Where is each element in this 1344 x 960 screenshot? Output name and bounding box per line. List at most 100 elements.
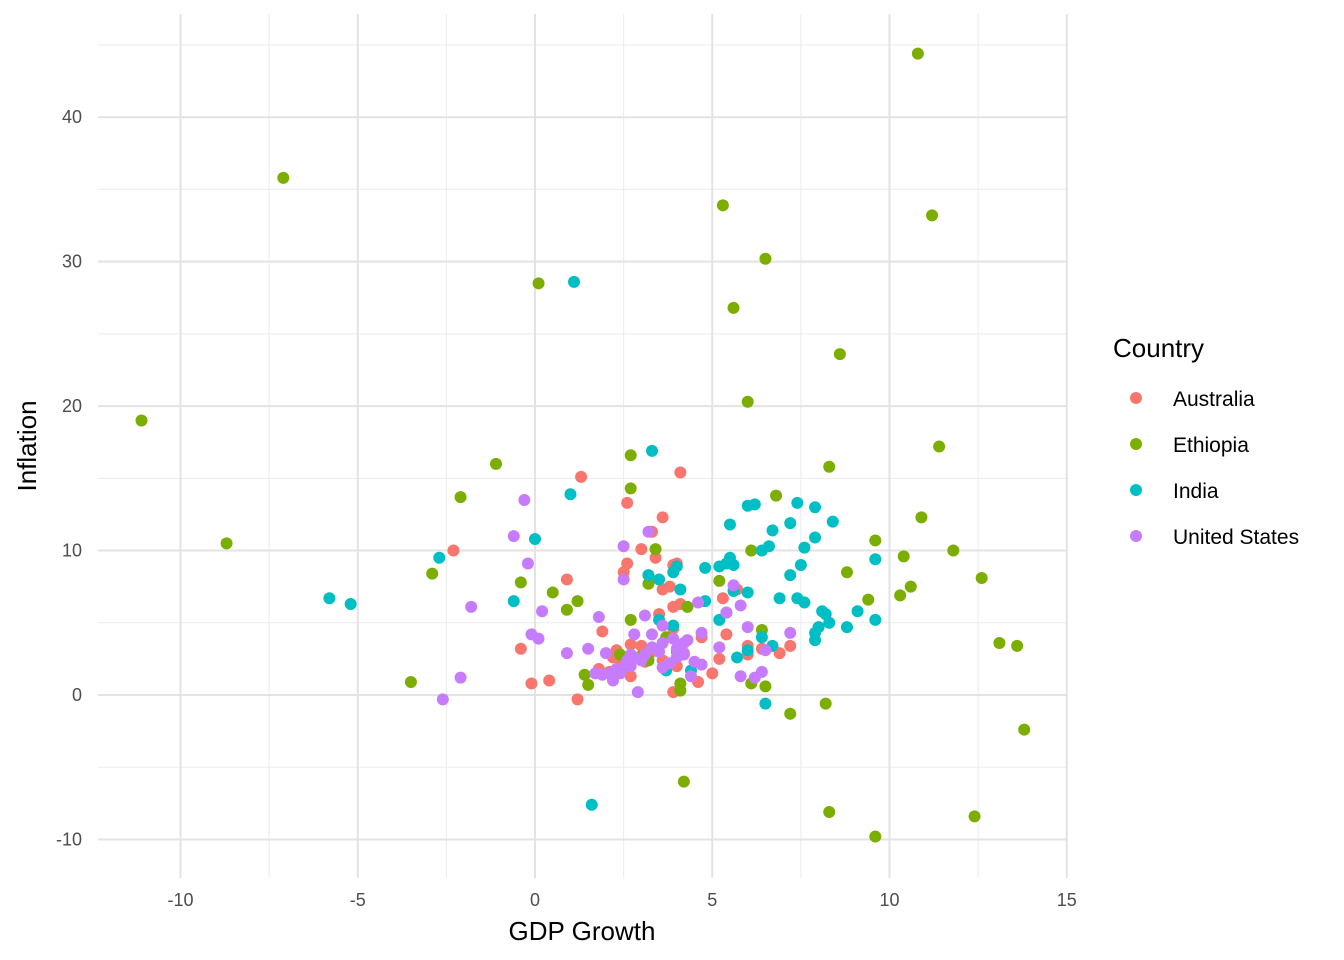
point-australia [596,625,609,638]
point-ethiopia [770,489,783,502]
point-ethiopia [745,544,758,557]
point-ethiopia [490,457,503,470]
major-gridlines [98,14,1068,878]
point-united-states [582,642,595,655]
point-india [727,558,740,571]
point-united-states [631,686,644,699]
point-united-states [645,628,658,641]
point-united-states [681,634,694,647]
point-india [851,605,864,618]
point-india [766,524,779,537]
point-australia [716,592,729,605]
point-ethiopia [624,449,637,462]
x-tick-label: 0 [530,890,540,910]
point-ethiopia [681,600,694,613]
point-australia [624,638,637,651]
point-united-states [720,606,733,619]
point-india [809,626,822,639]
point-india [755,631,768,644]
point-ethiopia [135,414,148,427]
point-india [667,619,680,632]
point-australia [571,693,584,706]
point-united-states [727,579,740,592]
point-india [784,517,797,530]
point-ethiopia [840,566,853,579]
point-ethiopia [514,576,527,589]
point-ethiopia [649,543,662,556]
y-tick-label: -10 [56,829,82,849]
point-india [699,561,712,574]
y-tick-label: 20 [62,396,82,416]
point-australia [674,466,687,479]
point-india [642,569,655,582]
point-united-states [638,609,651,622]
point-united-states [759,644,772,657]
point-ethiopia [741,395,754,408]
point-united-states [454,671,467,684]
point-ethiopia [869,534,882,547]
point-india [748,498,761,511]
point-australia [720,628,733,641]
point-united-states [617,573,630,586]
legend-key-united-states [1130,530,1142,542]
legend-items: Australia Ethiopia India United States [1130,388,1299,549]
point-australia [447,544,460,557]
x-tick-label: 5 [707,890,717,910]
point-united-states [628,651,641,664]
point-ethiopia [823,460,836,473]
point-india [798,596,811,609]
point-united-states [741,621,754,634]
point-india [674,583,687,596]
point-united-states [695,658,708,671]
point-ethiopia [904,580,917,593]
point-australia [706,667,719,680]
point-india [670,560,683,573]
point-australia [635,543,648,556]
point-united-states [695,626,708,639]
point-india [823,616,836,629]
point-india [529,532,541,545]
point-india [773,592,786,605]
point-united-states [532,632,545,645]
point-ethiopia [454,491,467,504]
point-india [723,518,736,531]
point-ethiopia [993,636,1006,649]
y-axis-ticks: -10 0 10 20 30 40 [56,107,82,849]
point-ethiopia [1011,639,1024,652]
point-ethiopia [759,680,772,693]
point-ethiopia [220,537,233,550]
point-ethiopia [642,577,655,590]
point-india [791,496,804,509]
point-ethiopia [911,47,924,60]
legend-label-united-states: United States [1173,526,1299,549]
point-ethiopia [713,574,726,587]
point-ethiopia [759,252,772,265]
point-australia [575,470,588,483]
point-united-states [592,610,605,623]
point-united-states [628,628,641,641]
legend-key-ethiopia [1130,438,1142,450]
point-ethiopia [933,440,946,453]
point-ethiopia [784,707,797,720]
point-ethiopia [404,675,417,688]
point-ethiopia [560,603,573,616]
point-united-states [617,540,630,553]
legend-key-india [1130,484,1142,496]
point-ethiopia [277,171,290,184]
point-ethiopia [968,810,981,823]
point-ethiopia [578,668,591,681]
point-india [809,531,822,544]
point-australia [649,551,662,564]
x-tick-label: -5 [350,890,366,910]
legend-key-australia [1130,392,1142,404]
data-points [135,47,1031,843]
y-tick-label: 0 [72,685,82,705]
point-united-states [784,626,797,639]
x-tick-label: 10 [879,890,899,910]
point-united-states [560,647,573,660]
legend-title: Country [1113,333,1204,363]
point-india [323,592,336,605]
point-india [840,621,853,634]
point-united-states [642,525,655,538]
